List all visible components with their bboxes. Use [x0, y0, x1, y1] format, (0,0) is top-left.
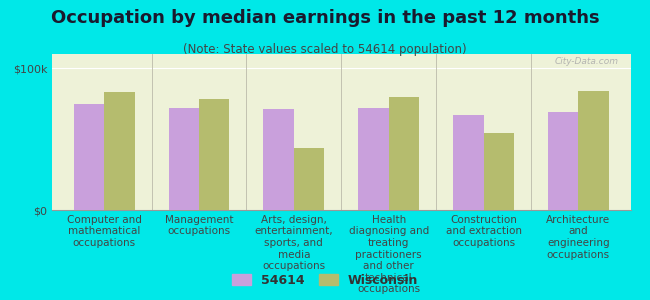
Bar — [484, 134, 514, 210]
Bar — [578, 91, 608, 210]
Text: City-Data.com: City-Data.com — [555, 57, 619, 66]
Legend: 54614, Wisconsin: 54614, Wisconsin — [228, 270, 422, 291]
Bar — [294, 148, 324, 210]
Bar — [453, 115, 484, 210]
Bar — [168, 108, 199, 210]
Bar — [389, 97, 419, 210]
Bar — [263, 109, 294, 210]
Text: (Note: State values scaled to 54614 population): (Note: State values scaled to 54614 popu… — [183, 44, 467, 56]
Bar — [358, 108, 389, 210]
Bar — [548, 112, 578, 210]
Text: Occupation by median earnings in the past 12 months: Occupation by median earnings in the pas… — [51, 9, 599, 27]
Bar — [104, 92, 135, 210]
Bar — [74, 103, 104, 210]
Bar — [199, 99, 229, 210]
